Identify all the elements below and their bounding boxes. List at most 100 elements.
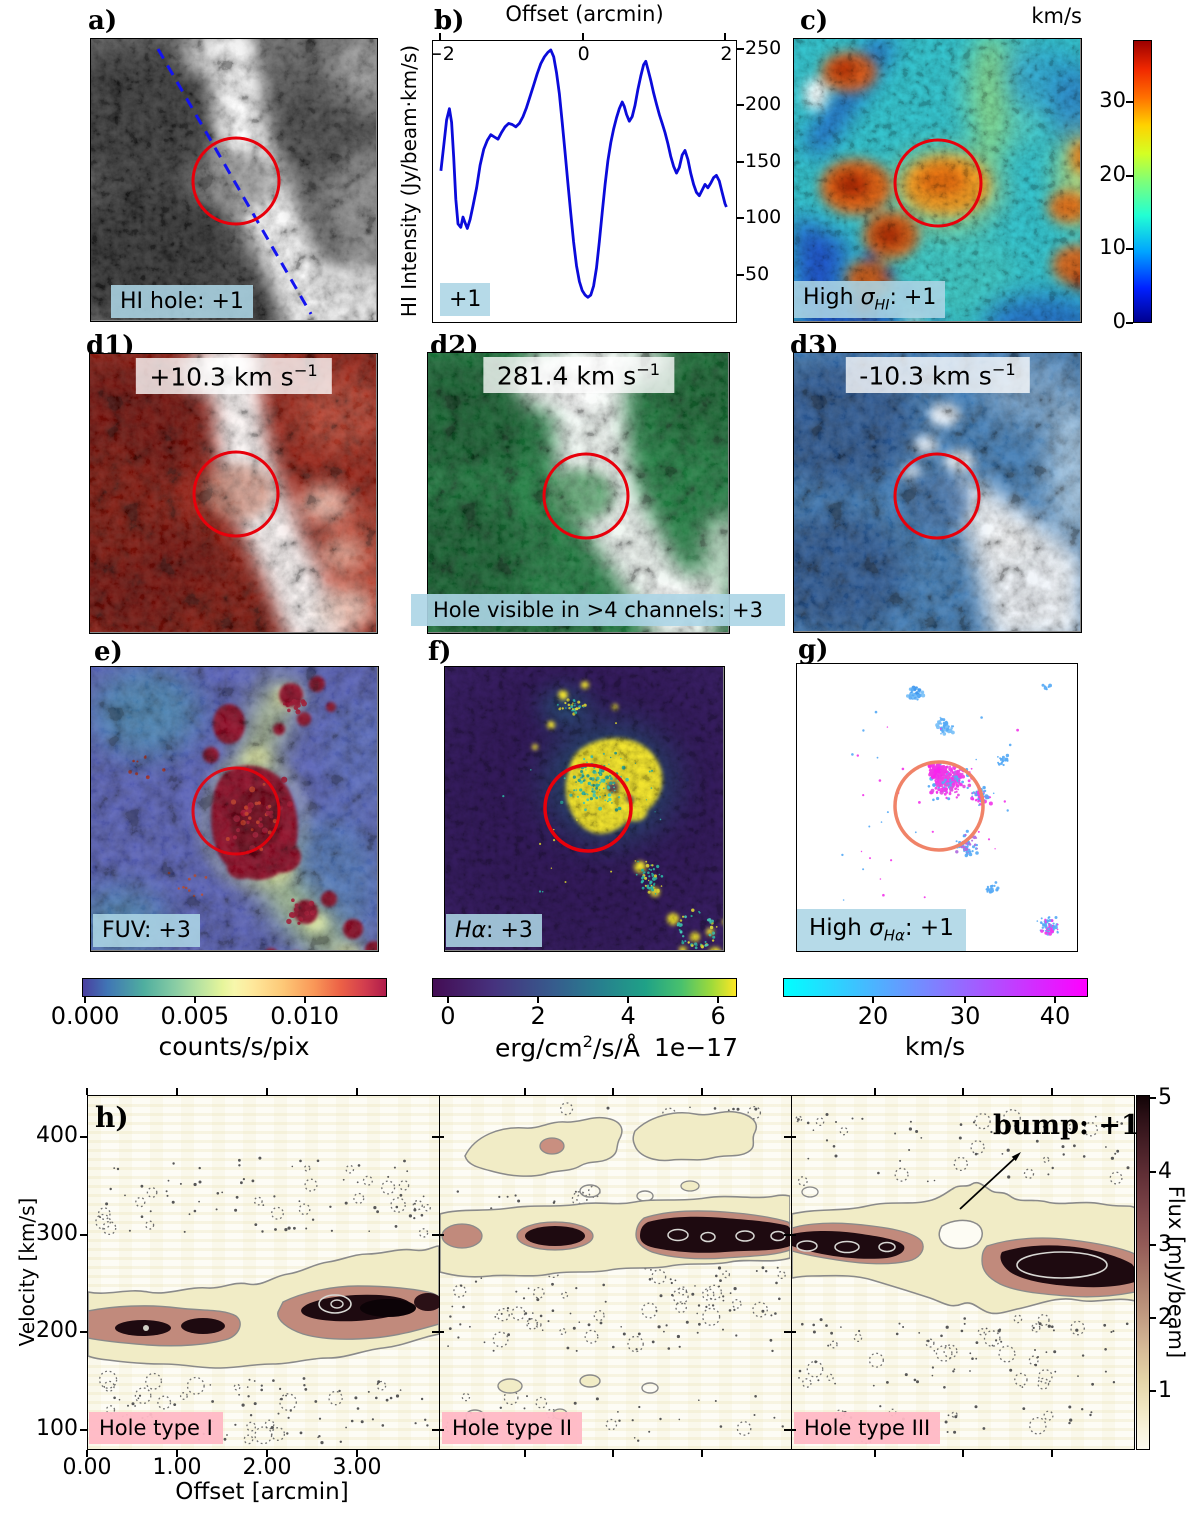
pv-label-hole-type-3: Hole type III	[794, 1412, 941, 1444]
pv-diagram-container: Hole type I Hole type II	[87, 1095, 1135, 1450]
panel-f-tag: Hα: +3	[446, 913, 542, 947]
colorbar-flux-label: Flux [mJy/beam]	[1164, 1185, 1188, 1359]
flux-cb-tick-label: 3	[1158, 1232, 1172, 1257]
flux-cb-tick	[1150, 1244, 1156, 1246]
cbc-tick-label: 0	[1112, 309, 1126, 333]
cb-tick	[193, 997, 196, 1003]
panel-b-top-title: Offset (arcmin)	[505, 2, 664, 26]
hole-circle-d2	[542, 452, 630, 540]
cbc-tick-label: 10	[1099, 235, 1126, 260]
panel-c-unit-title: km/s	[1031, 4, 1082, 28]
b-right-tick	[737, 217, 744, 220]
pv-x-tick-label: 3.00	[332, 1455, 382, 1480]
cb-tick	[627, 997, 630, 1003]
pv-x-tick	[524, 1450, 526, 1457]
pv-x-tick-top	[266, 1088, 268, 1095]
channel-map-blue	[794, 353, 1080, 631]
panel-g-tag: High σHα: +1	[797, 909, 966, 951]
pv-x-tick-top	[612, 1088, 614, 1095]
panel-b-profile: −2 0 2 +1	[432, 40, 737, 323]
pv-y-tick	[80, 1136, 87, 1138]
pv-x-tick-top	[524, 1088, 526, 1095]
channel-map-red	[90, 354, 376, 632]
b-top-tick-label: 0	[577, 43, 590, 65]
panel-b-tag: +1	[440, 282, 491, 316]
pv-panel-hole-type-2: Hole type II	[439, 1096, 791, 1449]
pv-map-3	[792, 1109, 1134, 1445]
cb-tick	[871, 997, 874, 1003]
cb-tick-label: 4	[620, 1002, 636, 1030]
cb-tick-label: 20	[857, 1002, 889, 1030]
panel-g-sigma-halpha-map: High σHα: +1	[796, 663, 1078, 952]
hole-channels-banner: Hole visible in >4 channels: +3	[411, 594, 785, 626]
pv-sep-tick	[432, 1331, 444, 1333]
panel-c-dispersion-map: High σHI: +1	[793, 38, 1082, 323]
hole-circle-f	[543, 763, 633, 853]
cb-tick-label: 6	[710, 1002, 726, 1030]
panel-d3-velocity-tag: -10.3 km s−1	[845, 357, 1030, 394]
cb-tick-label: 40	[1039, 1002, 1071, 1030]
pv-y-tick-label: 100	[36, 1416, 78, 1441]
panel-e-tag: FUV: +3	[93, 913, 200, 947]
pv-xlabel: Offset [arcmin]	[175, 1479, 349, 1505]
pv-x-tick	[874, 1450, 876, 1457]
pv-label-hole-type-1: Hole type I	[89, 1412, 223, 1444]
panel-c-letter: c)	[800, 6, 829, 36]
pv-sep-tick	[784, 1429, 796, 1431]
panel-a-hi-map: HI hole: +1	[90, 38, 378, 322]
cb-tick-label: 30	[949, 1002, 981, 1030]
b-top-tick	[438, 33, 441, 40]
panel-d1-velocity-tag: +10.3 km s−1	[135, 358, 332, 395]
pv-x-tick-top	[176, 1088, 178, 1095]
flux-cb-tick	[1150, 1171, 1156, 1173]
pv-y-tick-label: 300	[36, 1221, 78, 1246]
b-right-tick-label: 200	[745, 93, 782, 116]
pv-y-tick-label: 200	[36, 1318, 78, 1343]
cbc-tick	[1126, 248, 1133, 251]
colorbar-sigma-halpha-label: km/s	[904, 1032, 966, 1061]
pv-x-tick-top	[701, 1088, 703, 1095]
colorbar-sigma-hi	[1133, 40, 1152, 323]
hi-profile-curve	[439, 48, 728, 299]
pv-sep-tick	[784, 1331, 796, 1333]
hole-circle-a	[191, 136, 281, 226]
pv-x-tick	[266, 1450, 268, 1457]
panel-b-ylabel: HI Intensity (Jy/beam·km/s)	[397, 44, 421, 318]
b-right-tick-label: 250	[745, 37, 782, 60]
b-top-tick-label: 2	[720, 43, 733, 65]
panel-e-letter: e)	[94, 637, 123, 667]
pv-x-tick-top	[86, 1088, 88, 1095]
dispersion-map-image	[794, 39, 1080, 321]
colorbar-flux	[1136, 1095, 1150, 1450]
cb-tick-label: 0.005	[160, 1002, 230, 1030]
halpha-image	[445, 667, 723, 950]
pv-x-tick-top	[962, 1088, 964, 1095]
bump-arrow-head	[1011, 1152, 1021, 1161]
fuv-image	[91, 667, 377, 950]
cbc-tick-label: 30	[1099, 88, 1126, 113]
hole-circle-d3	[893, 452, 981, 540]
pv-x-tick	[356, 1450, 358, 1457]
colorbar-fuv	[82, 978, 387, 997]
pv-panel-hole-type-1: Hole type I	[88, 1096, 439, 1449]
pv-map-1	[88, 1156, 439, 1445]
colorbar-sigma-halpha	[783, 978, 1088, 997]
panel-e-fuv-map: FUV: +3	[90, 666, 379, 952]
channel-map-green	[428, 353, 728, 632]
panel-d2-velocity-tag: 281.4 km s−1	[482, 357, 675, 394]
b-right-tick-label: 100	[745, 206, 782, 229]
panel-d3-channel-map: -10.3 km s−1	[793, 352, 1082, 633]
panel-a-tag: HI hole: +1	[111, 284, 253, 318]
cb-tick	[717, 997, 720, 1003]
pv-sep-tick	[784, 1136, 796, 1138]
bump-arrow-line	[959, 1157, 1016, 1210]
hole-circle-c	[893, 138, 983, 228]
cbc-tick	[1126, 101, 1133, 104]
pv-x-tick	[176, 1450, 178, 1457]
cbc-tick-label: 20	[1099, 161, 1126, 186]
pv-x-tick-label: 0.00	[62, 1455, 112, 1480]
pv-map-2	[440, 1102, 790, 1442]
cb-tick	[1054, 997, 1057, 1003]
pv-sep-tick	[432, 1234, 444, 1236]
cb-tick	[84, 997, 87, 1003]
